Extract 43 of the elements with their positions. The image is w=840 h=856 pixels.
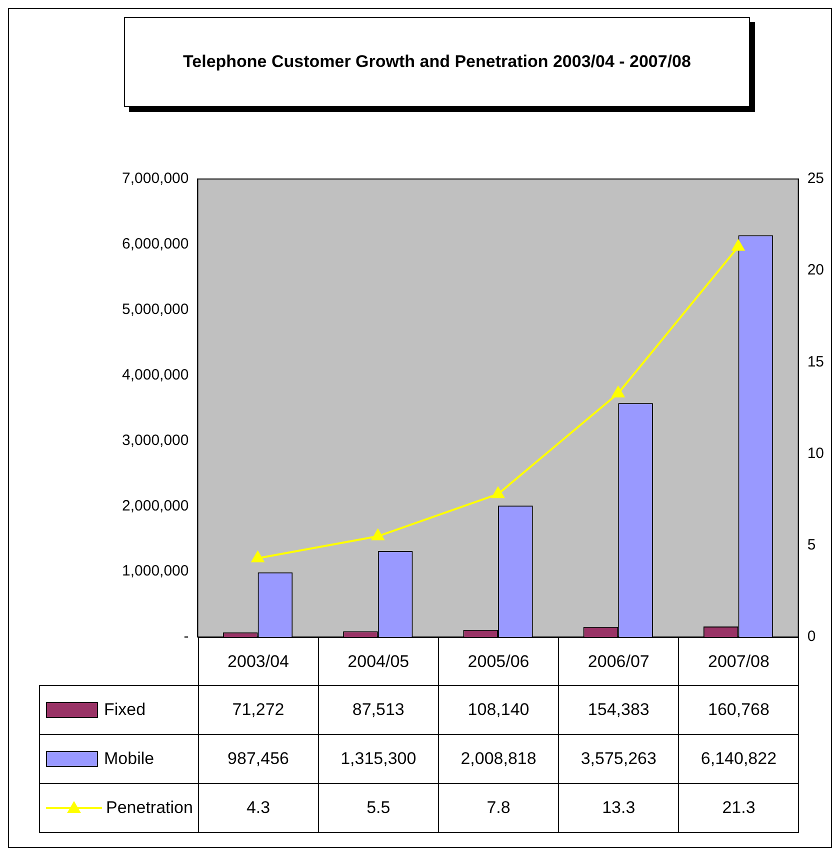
legend-label: Fixed: [104, 700, 146, 720]
x-tick-label: 2003/04: [198, 637, 319, 686]
y2-tick-label: 0: [807, 628, 816, 646]
data-label: 6,140,822: [678, 734, 800, 784]
y-tick-label: 6,000,000: [122, 236, 189, 253]
y-tick-label: 7,000,000: [122, 170, 189, 188]
x-tick-label: 2004/05: [318, 637, 439, 686]
y2-tick-label: 20: [807, 262, 824, 279]
y2-tick-label: 25: [807, 170, 824, 188]
data-label: 5.5: [318, 783, 439, 833]
x-tick-label: 2007/08: [678, 637, 800, 686]
y-tick-label: 1,000,000: [122, 562, 189, 580]
point: [612, 386, 624, 398]
y-tick-label: 4,000,000: [122, 366, 189, 384]
data-label: 87,513: [318, 685, 439, 735]
point: [732, 240, 744, 251]
data-label: 3,575,263: [558, 734, 680, 784]
data-label: 987,456: [198, 734, 319, 784]
legend-label: Penetration: [106, 798, 193, 818]
y-tick-label: 3,000,000: [122, 432, 189, 449]
data-label: 4.3: [198, 783, 319, 833]
data-label: 160,768: [678, 685, 800, 735]
data-label: 13.3: [558, 783, 680, 833]
x-tick-label: 2006/07: [558, 637, 680, 686]
data-label: 2,008,818: [438, 734, 560, 784]
y2-tick-label: 10: [807, 444, 824, 462]
y-tick-label: -: [184, 628, 189, 646]
data-label: 108,140: [438, 685, 560, 735]
data-label: 7.8: [438, 783, 560, 833]
point: [492, 487, 504, 498]
y-tick-label: 5,000,000: [122, 301, 189, 318]
y2-tick-label: 15: [807, 353, 824, 370]
point: [252, 551, 264, 562]
y-tick-label: 2,000,000: [122, 497, 189, 514]
data-label: 1,315,300: [318, 734, 439, 784]
point: [372, 529, 384, 540]
x-tick-label: 2005/06: [438, 637, 560, 686]
chart-title: Telephone Customer Growth and Penetration 2003/04 - 2007/08: [124, 17, 750, 107]
legend-label: Mobile: [104, 749, 154, 769]
data-label: 71,272: [198, 685, 319, 735]
data-label: 154,383: [558, 685, 680, 735]
data-label: 21.3: [678, 783, 800, 833]
y2-tick-label: 5: [807, 536, 816, 554]
